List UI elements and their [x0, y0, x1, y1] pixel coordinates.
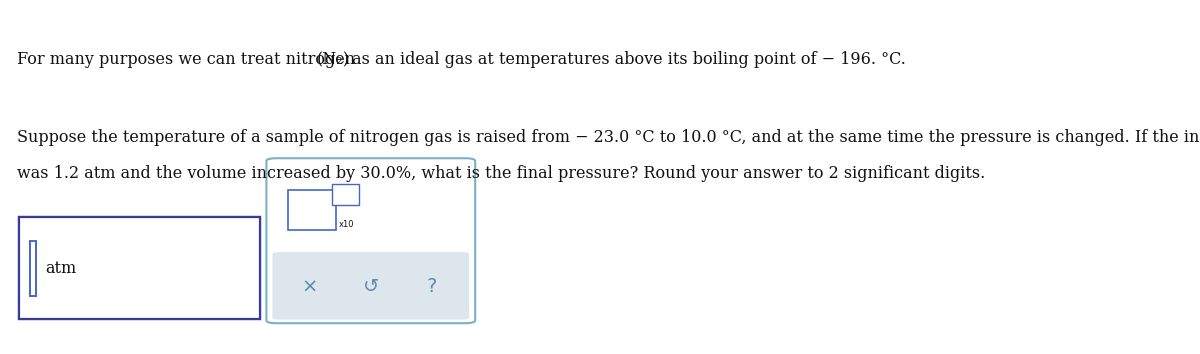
Text: ?: ? [427, 278, 437, 296]
Text: as an ideal gas at temperatures above its boiling point of − 196. °C.: as an ideal gas at temperatures above it… [347, 51, 906, 68]
Text: Suppose the temperature of a sample of nitrogen gas is raised from − 23.0 °C to : Suppose the temperature of a sample of n… [17, 129, 1200, 146]
Text: ↺: ↺ [362, 278, 379, 296]
Text: For many purposes we can treat nitrogen: For many purposes we can treat nitrogen [17, 51, 360, 68]
Text: was 1.2 atm and the volume increased by 30.0%, what is the final pressure? Round: was 1.2 atm and the volume increased by … [17, 165, 985, 182]
Text: (N₂): (N₂) [317, 51, 350, 68]
FancyBboxPatch shape [19, 217, 260, 319]
Text: atm: atm [46, 259, 77, 277]
Text: ×: × [301, 278, 318, 296]
Text: x10: x10 [338, 219, 354, 229]
